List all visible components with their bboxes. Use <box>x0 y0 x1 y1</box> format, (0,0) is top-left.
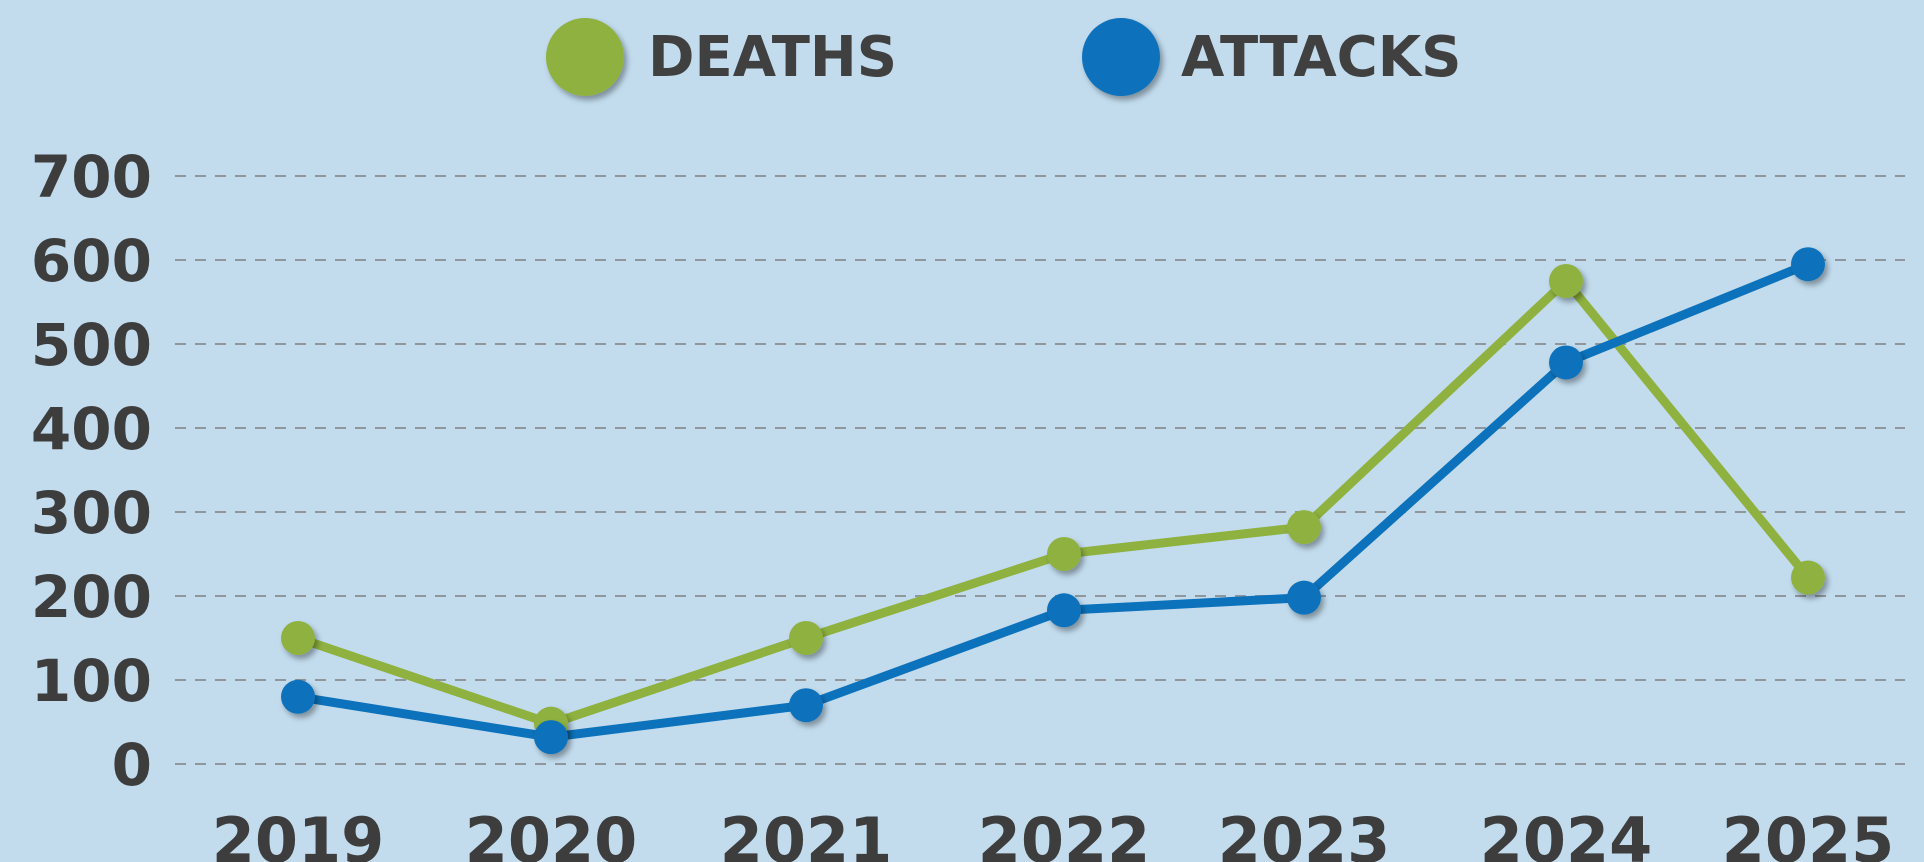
data-point-deaths <box>1047 537 1081 571</box>
gridlines <box>175 175 1905 765</box>
legend: DEATHS ATTACKS <box>546 18 1462 96</box>
data-point-deaths <box>1549 264 1583 298</box>
y-tick-label: 0 <box>112 731 152 799</box>
series-line-attacks <box>293 259 1813 742</box>
data-point-attacks <box>1047 593 1081 628</box>
data-point-attacks <box>1287 580 1321 615</box>
legend-label-deaths: DEATHS <box>648 25 897 90</box>
y-tick-label: 300 <box>31 479 152 547</box>
data-point-attacks <box>281 679 315 714</box>
y-tick-label: 500 <box>31 311 152 379</box>
series-lines <box>293 259 1813 742</box>
legend-marker-deaths <box>546 18 624 96</box>
data-point-attacks <box>1791 247 1825 282</box>
data-point-deaths <box>1287 510 1321 545</box>
y-axis-ticks: 0 100 200 300 400 500 600 700 <box>31 143 152 799</box>
legend-marker-attacks <box>1082 18 1160 96</box>
data-point-deaths <box>281 621 315 655</box>
y-tick-label: 600 <box>31 227 152 295</box>
y-tick-label: 200 <box>31 563 152 631</box>
x-tick-label: 2021 <box>720 804 893 862</box>
x-tick-label: 2024 <box>1480 804 1653 862</box>
x-tick-label: 2020 <box>465 804 638 862</box>
data-point-deaths <box>789 621 823 655</box>
data-point-attacks <box>534 720 568 755</box>
series-points <box>281 247 1825 755</box>
x-tick-label: 2025 <box>1722 804 1895 862</box>
y-tick-label: 400 <box>31 395 152 463</box>
legend-label-attacks: ATTACKS <box>1181 25 1462 90</box>
data-point-attacks <box>789 688 823 723</box>
x-tick-label: 2022 <box>978 804 1151 862</box>
series-line-deaths <box>293 276 1813 729</box>
y-tick-label: 700 <box>31 143 152 211</box>
data-point-attacks <box>1549 345 1583 380</box>
x-axis-ticks: 2019 2020 2021 2022 2023 2024 2025 <box>212 804 1895 862</box>
y-tick-label: 100 <box>31 647 152 715</box>
data-point-deaths <box>1791 560 1825 595</box>
x-tick-label: 2019 <box>212 804 385 862</box>
x-tick-label: 2023 <box>1218 804 1391 862</box>
